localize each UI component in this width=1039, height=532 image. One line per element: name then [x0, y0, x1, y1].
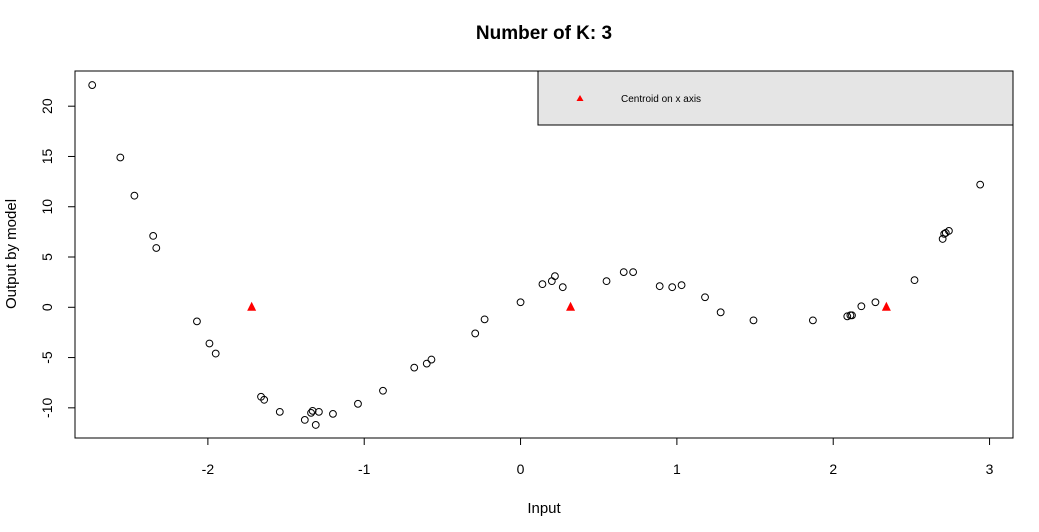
- data-point: [701, 293, 709, 302]
- data-point: [749, 316, 758, 325]
- y-tick-label: 5: [39, 253, 55, 261]
- data-point: [547, 277, 556, 286]
- data-point: [307, 408, 315, 417]
- data-point: [311, 421, 320, 429]
- data-point: [910, 276, 919, 285]
- data-point: [945, 226, 953, 235]
- data-point: [329, 409, 337, 418]
- x-tick-label: 0: [517, 461, 525, 477]
- y-axis-label: Output by model: [3, 199, 20, 309]
- centroid-marker: [566, 301, 576, 311]
- data-point: [871, 298, 880, 307]
- data-point: [480, 315, 489, 324]
- data-point: [938, 235, 947, 243]
- y-tick-label: 20: [39, 98, 55, 114]
- y-axis: -10 -5 0 5 10 15 20: [39, 98, 76, 418]
- data-point: [149, 231, 158, 240]
- data-point: [716, 308, 725, 317]
- data-point: [275, 407, 284, 416]
- data-point: [308, 406, 317, 415]
- data-point: [193, 317, 201, 326]
- data-point: [410, 363, 419, 372]
- data-point: [471, 329, 480, 338]
- data-point: [422, 359, 431, 368]
- y-tick-label: 15: [39, 148, 55, 164]
- data-point: [300, 416, 309, 424]
- data-point: [379, 386, 387, 395]
- data-point: [808, 316, 817, 325]
- x-tick-label: 2: [829, 461, 837, 477]
- x-tick-label: -1: [358, 461, 371, 477]
- data-point: [88, 81, 97, 89]
- legend-triangle-marker: [576, 95, 584, 101]
- data-point: [677, 281, 686, 290]
- data-point: [668, 283, 677, 292]
- data-point: [538, 280, 547, 289]
- plot-area-frame: [74, 70, 1014, 439]
- data-point: [629, 268, 638, 276]
- y-tick-label: 10: [39, 199, 55, 215]
- data-point: [211, 349, 220, 358]
- data-point: [354, 399, 362, 408]
- data-point: [152, 244, 161, 252]
- legend-label: Centroid on x axis: [621, 94, 701, 105]
- y-tick-label: -10: [39, 398, 55, 418]
- chart-title: Number of K: 3: [476, 23, 612, 44]
- legend: Centroid on x axis: [537, 70, 1014, 126]
- x-tick-label: 1: [673, 461, 681, 477]
- data-points: [88, 81, 985, 429]
- y-tick-label: 0: [39, 303, 55, 311]
- data-point: [205, 339, 214, 348]
- data-point: [619, 268, 628, 276]
- data-point: [843, 312, 852, 321]
- data-point: [116, 153, 125, 162]
- y-tick-label: -5: [39, 351, 55, 364]
- data-point: [516, 298, 525, 307]
- data-point: [551, 272, 559, 281]
- data-point: [602, 277, 611, 286]
- x-axis-label: Input: [527, 500, 561, 517]
- centroid-marker: [247, 301, 257, 311]
- legend-box: [537, 70, 1014, 126]
- data-point: [558, 283, 567, 292]
- x-tick-label: -2: [202, 461, 215, 477]
- data-point: [427, 355, 436, 364]
- data-point: [848, 311, 856, 320]
- x-tick-label: 3: [986, 461, 994, 477]
- data-point: [314, 407, 323, 416]
- centroid-marker: [881, 301, 891, 311]
- data-point: [857, 302, 866, 311]
- x-axis: -2 -1 0 1 2 3: [202, 437, 994, 477]
- data-point: [655, 282, 664, 291]
- data-point: [130, 191, 139, 200]
- data-point: [976, 180, 985, 189]
- data-point: [260, 395, 269, 404]
